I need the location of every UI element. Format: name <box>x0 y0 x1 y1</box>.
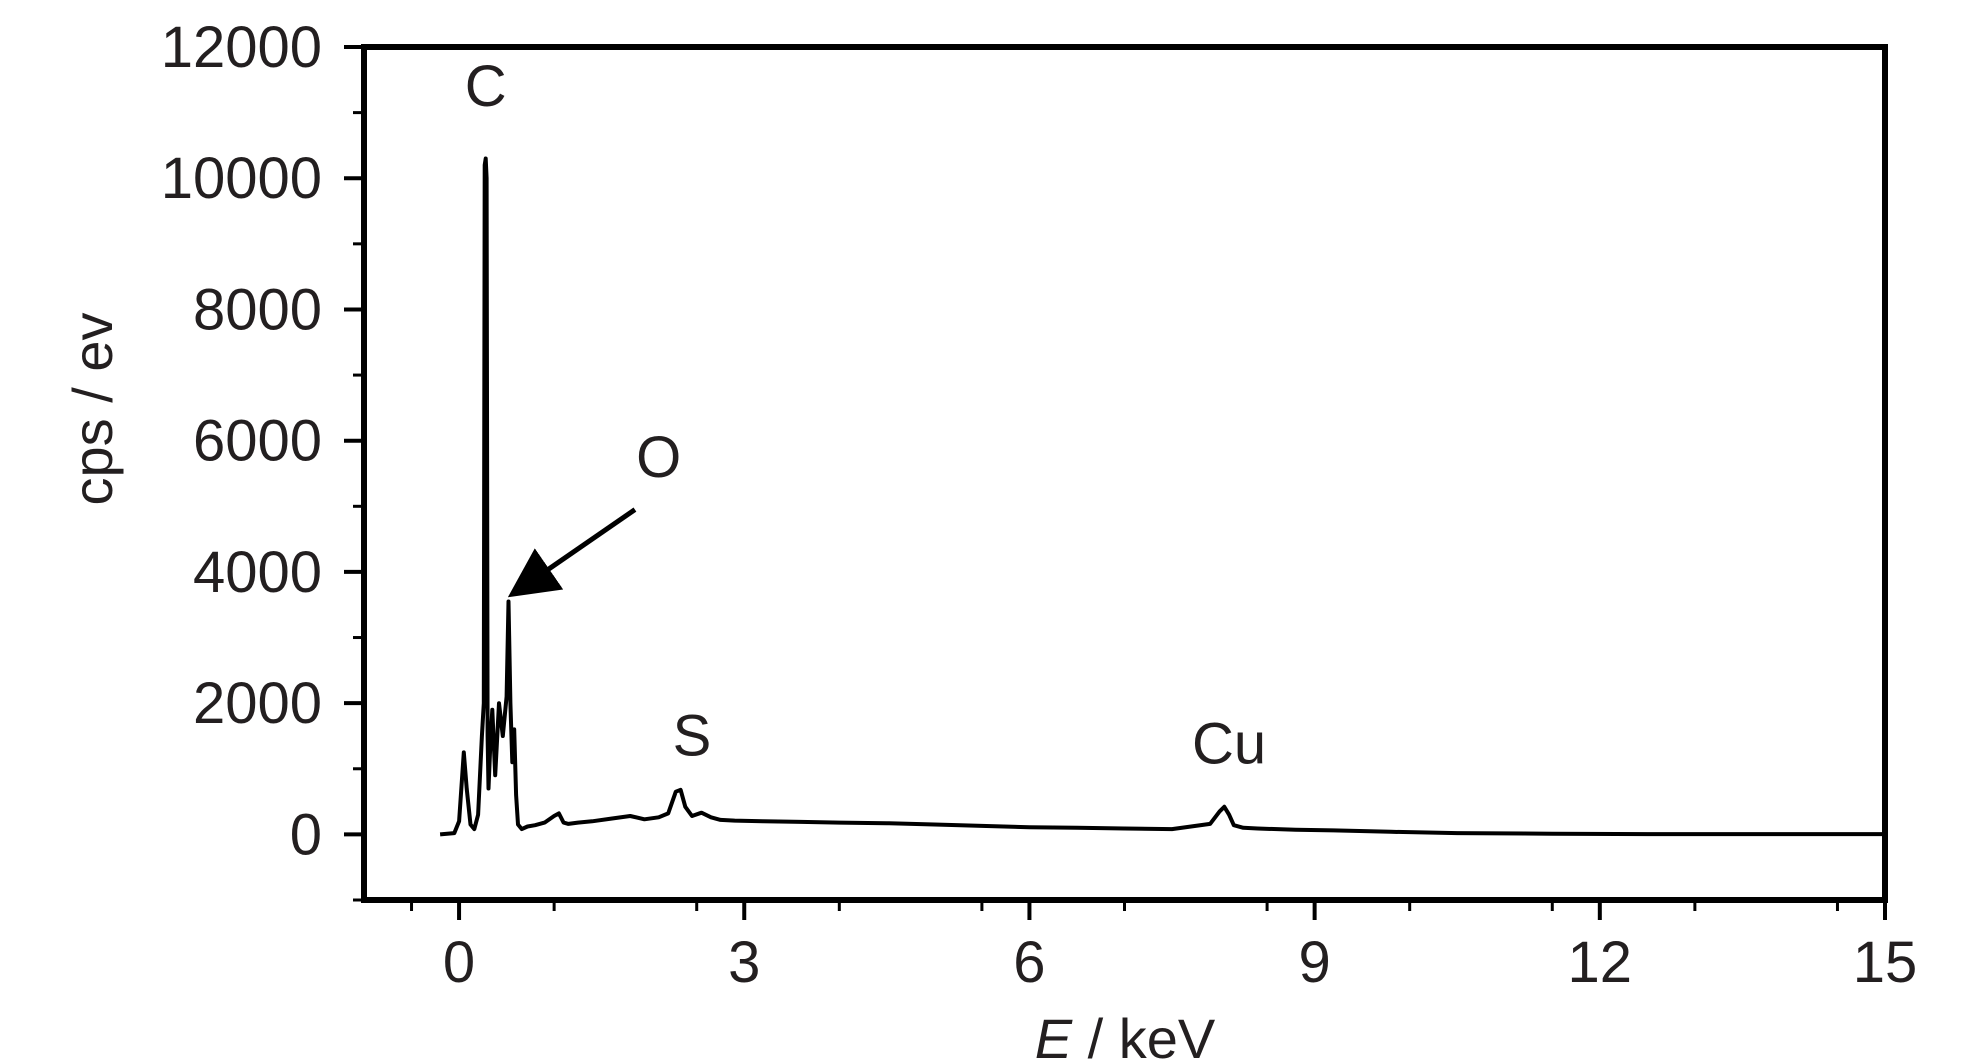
peak-label-cu: Cu <box>1192 712 1266 777</box>
y-tick-label: 6000 <box>193 409 322 474</box>
plot-frame <box>361 44 1888 903</box>
peak-label-s: S <box>673 704 712 769</box>
peak-label-o: O <box>636 425 681 490</box>
y-axis-title: cps / ev <box>61 313 124 506</box>
y-tick-label: 8000 <box>193 277 322 342</box>
y-axis-ticks <box>344 45 364 902</box>
x-tick-label: 15 <box>1853 930 1918 995</box>
y-tick-label: 2000 <box>193 671 322 736</box>
x-tick-label: 6 <box>1013 930 1045 995</box>
annotation-layer: C O S Cu <box>465 54 1266 776</box>
y-tick-label: 12000 <box>161 15 322 80</box>
x-tick-label: 3 <box>728 930 760 995</box>
y-tick-label: 10000 <box>161 146 322 211</box>
x-tick-label: 0 <box>443 930 475 995</box>
x-tick-label: 12 <box>1568 930 1633 995</box>
y-axis-tick-labels: 0 2000 4000 6000 8000 10000 12000 <box>161 15 322 867</box>
x-axis-ticks <box>410 900 1887 920</box>
peak-arrow-o <box>507 507 637 598</box>
x-axis-title-variable: E <box>1035 1007 1073 1063</box>
x-axis-title: E / keV <box>1035 1007 1216 1063</box>
spectrum-line-0 <box>439 156 1885 837</box>
y-tick-label: 4000 <box>193 540 322 605</box>
x-axis-title-unit: / keV <box>1072 1007 1216 1063</box>
x-axis-tick-labels: 0 3 6 9 12 15 <box>443 930 1917 995</box>
series-layer <box>439 156 1885 837</box>
y-tick-label: 0 <box>290 802 322 867</box>
peak-label-c: C <box>465 54 507 119</box>
x-tick-label: 9 <box>1298 930 1330 995</box>
